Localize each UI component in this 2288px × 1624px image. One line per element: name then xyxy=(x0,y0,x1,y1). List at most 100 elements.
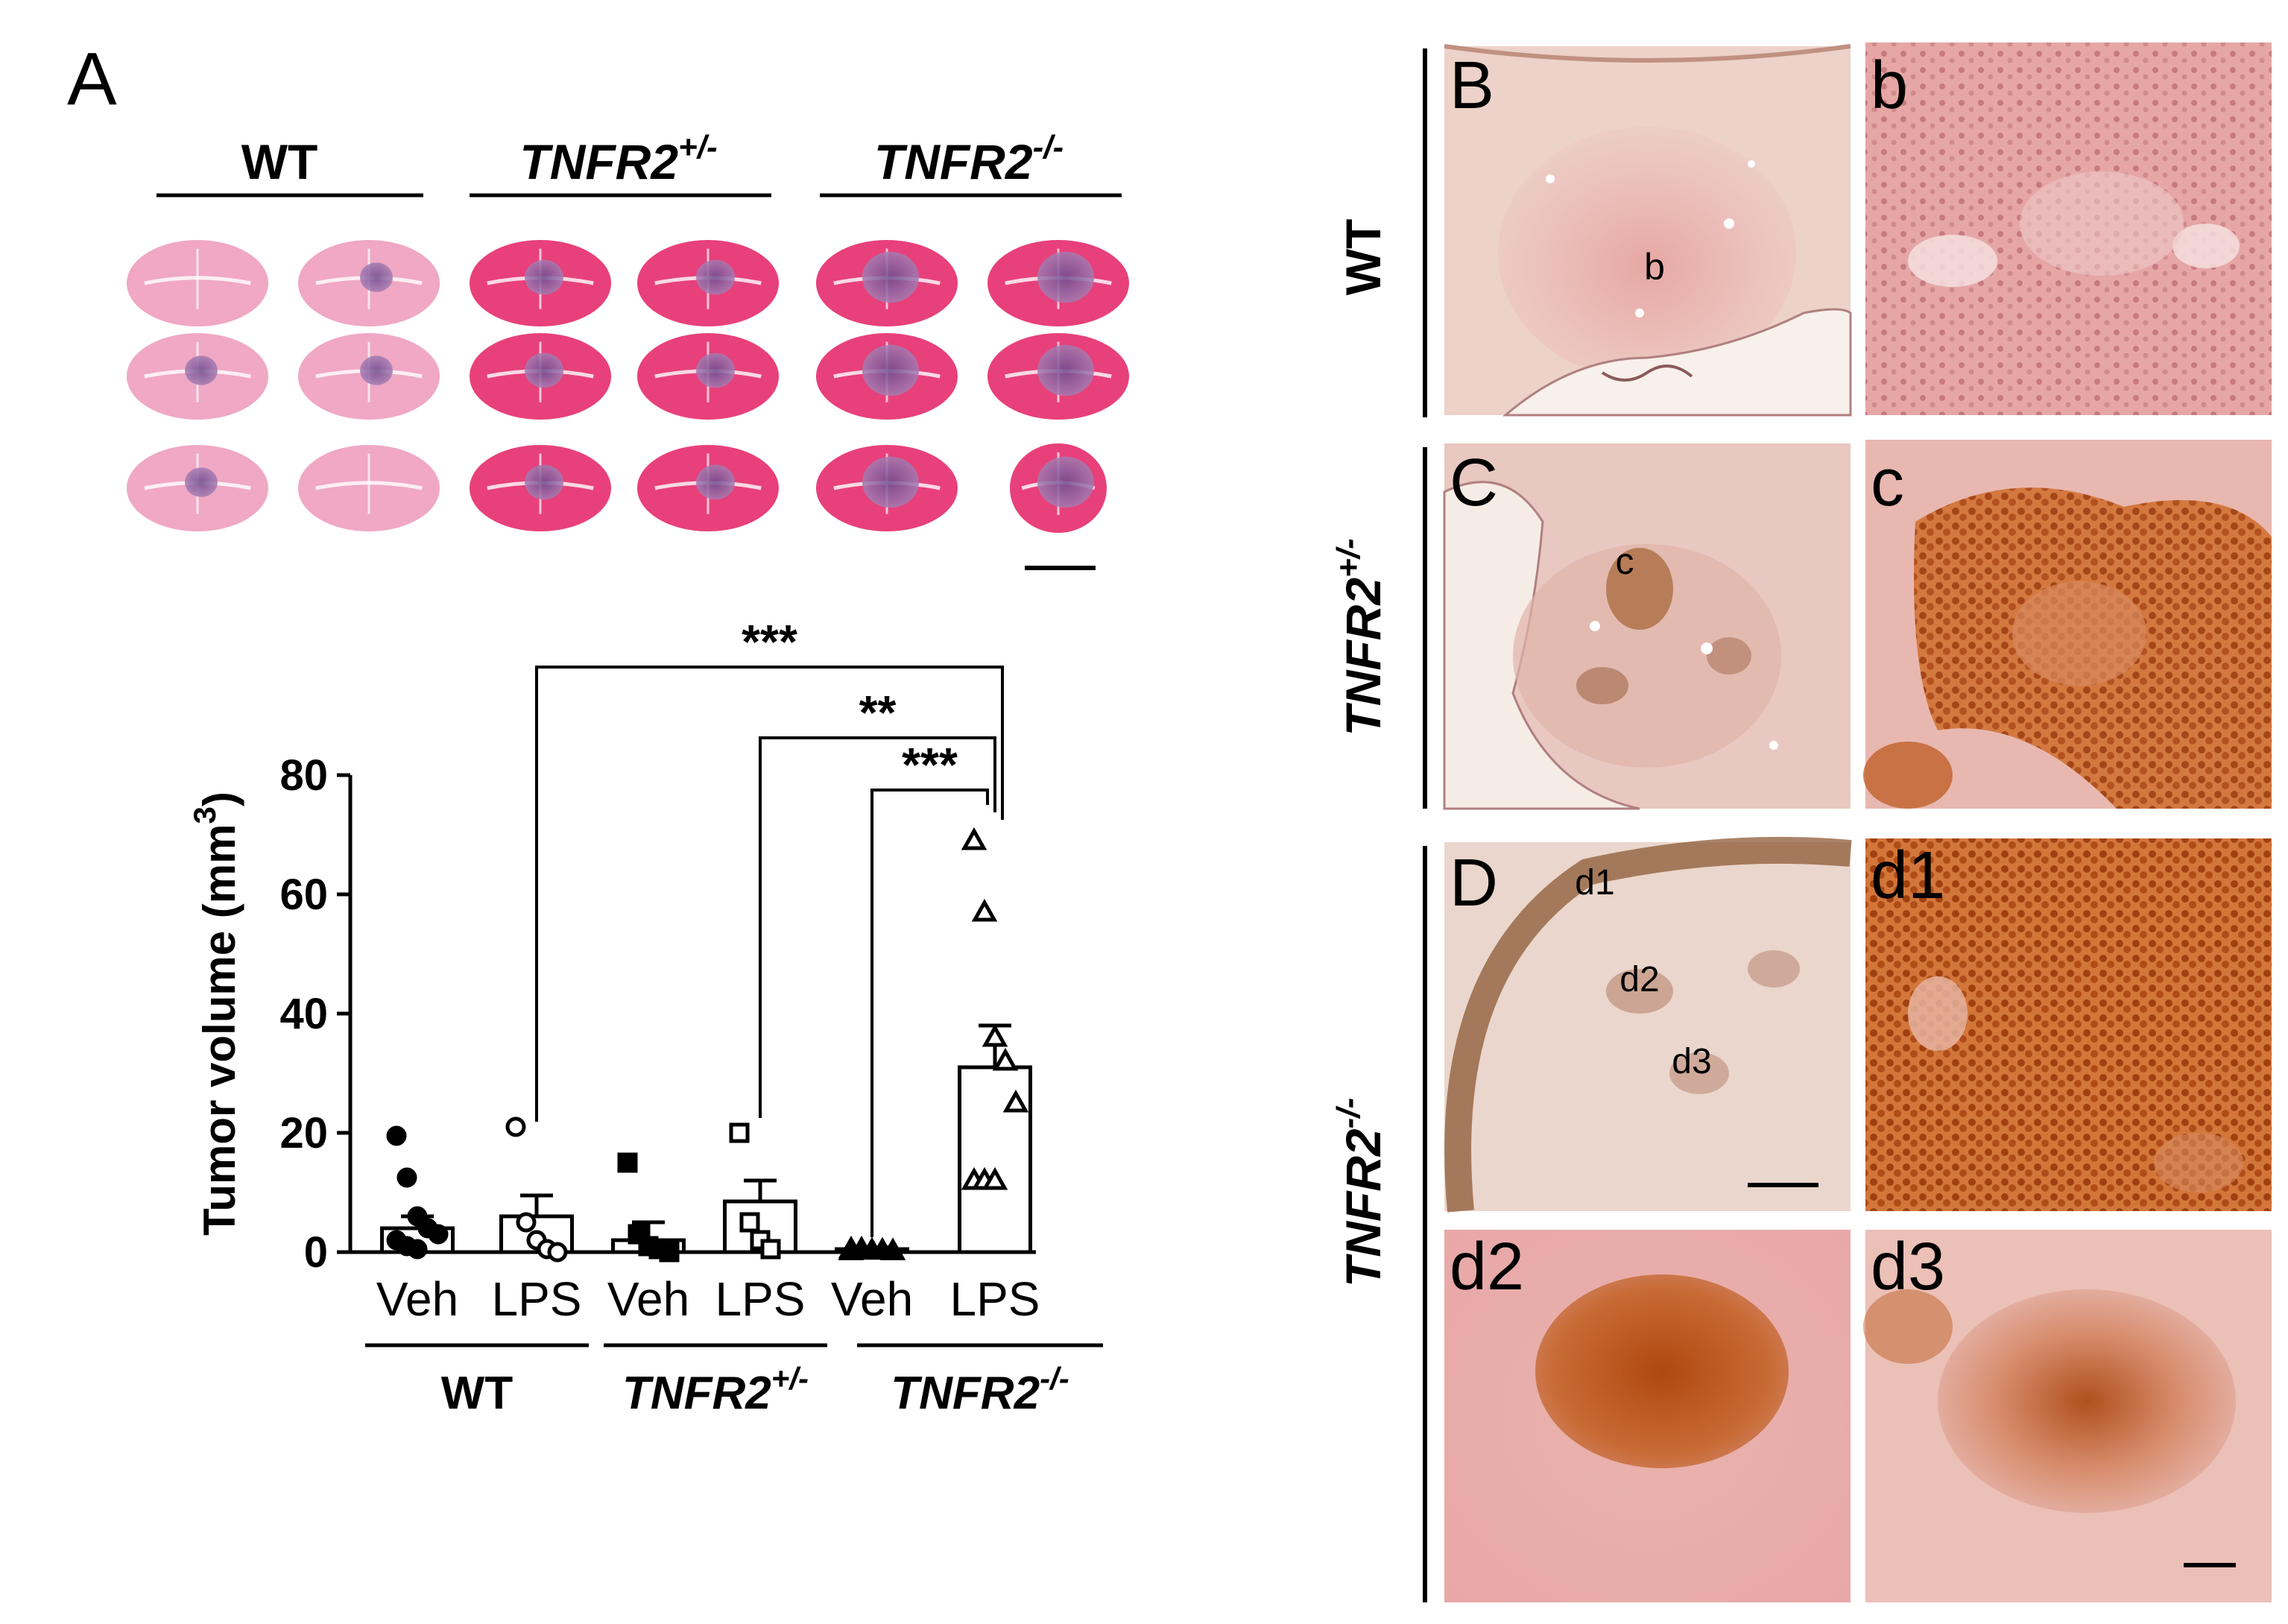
brain-section xyxy=(298,333,440,420)
data-point xyxy=(659,1242,680,1263)
brain-section xyxy=(127,240,268,326)
category-label: Veh xyxy=(376,1272,458,1326)
annotation-c: c xyxy=(1616,540,1634,582)
data-point xyxy=(407,1206,428,1227)
section-header-wt: WT xyxy=(157,134,423,198)
data-point xyxy=(982,1023,1008,1047)
data-point xyxy=(971,898,998,922)
group-label-base: TNFR2 xyxy=(622,1368,771,1419)
panel-label-b: b xyxy=(1871,48,1908,123)
data-point xyxy=(428,1224,449,1245)
brain-section xyxy=(470,240,611,326)
data-point xyxy=(396,1167,417,1188)
section-header-tnfr2-het: TNFR2+/- xyxy=(470,129,771,198)
row-label-tnfr2-het-base: TNFR2 xyxy=(1336,578,1391,736)
brain-section-grid xyxy=(127,240,1129,533)
panel-label-A: A xyxy=(67,37,117,121)
panel-label-d2: d2 xyxy=(1450,1230,1524,1304)
section-header-tnfr2-ko: TNFR2-/- xyxy=(820,129,1122,198)
data-point xyxy=(407,1239,428,1260)
row-label-wt: WT xyxy=(1336,219,1391,296)
bar-group xyxy=(499,1116,574,1263)
data-point xyxy=(386,1125,407,1146)
group-label-base: WT xyxy=(441,1368,513,1419)
annotation-b: b xyxy=(1644,246,1665,288)
row-label-tnfr2-het-sup: +/- xyxy=(1330,538,1367,578)
y-axis-label-base: Tumor volume (mm xyxy=(195,824,244,1236)
group-label: WT xyxy=(441,1368,513,1419)
data-point xyxy=(617,1152,638,1173)
data-point xyxy=(505,1116,526,1137)
panel-label-B: B xyxy=(1450,48,1494,123)
bar xyxy=(958,1065,1032,1254)
y-axis-label-sup: 3 xyxy=(187,806,222,824)
annotation-d3: d3 xyxy=(1672,1042,1711,1081)
micrograph-d2 xyxy=(1444,1230,1851,1602)
micrograph-d1 xyxy=(1865,838,2272,1211)
data-point xyxy=(516,1212,537,1233)
micrograph-D xyxy=(1444,836,1852,1213)
row-label-tnfr2-ko-base: TNFR2 xyxy=(1336,1128,1391,1287)
panel-label-D: D xyxy=(1450,846,1498,920)
panel-label-C: C xyxy=(1450,446,1498,520)
brain-section xyxy=(298,445,440,531)
brain-section xyxy=(637,333,779,420)
svg-text:TNFR2+/-: TNFR2+/- xyxy=(519,129,717,189)
group-label-sup: -/- xyxy=(1040,1361,1069,1396)
micrograph-d3 xyxy=(1863,1230,2272,1602)
brain-section xyxy=(470,445,611,531)
significance-bracket: *** xyxy=(535,615,1004,1122)
svg-text:TNFR2-/-: TNFR2-/- xyxy=(874,129,1064,189)
tumor-volume-chart: 0 20 40 60 80 Tumor volume (mm3) Veh LPS Veh LPS V… xyxy=(187,615,1103,1419)
section-header-tnfr2-ko-base: TNFR2 xyxy=(874,134,1033,189)
micrograph-C xyxy=(1443,443,1851,810)
brain-section xyxy=(637,240,779,326)
group-label-sup: +/- xyxy=(771,1361,809,1396)
category-label: Veh xyxy=(607,1272,689,1326)
row-label-tnfr2-het: TNFR2+/- xyxy=(1330,538,1391,736)
category-label: LPS xyxy=(950,1272,1040,1326)
row-label-tnfr2-ko-sup: -/- xyxy=(1330,1098,1367,1129)
data-point xyxy=(739,1212,760,1233)
data-point xyxy=(838,1237,865,1260)
data-point xyxy=(760,1239,781,1260)
micrograph-b xyxy=(1865,42,2272,415)
panel-label-d3: d3 xyxy=(1871,1230,1945,1304)
bar-group xyxy=(835,1235,909,1260)
brain-section xyxy=(470,333,611,420)
bar-group xyxy=(380,1125,455,1260)
brain-section xyxy=(298,240,440,326)
y-tick-label: 80 xyxy=(279,751,328,800)
brain-section xyxy=(816,333,958,420)
y-tick-label: 40 xyxy=(279,990,328,1038)
bar-group xyxy=(723,1122,797,1260)
brain-section xyxy=(987,240,1129,326)
significance-bracket: ** xyxy=(759,686,996,1118)
y-axis-label: Tumor volume (mm3) xyxy=(187,792,244,1236)
section-header-tnfr2-het-sup: +/- xyxy=(678,129,718,165)
micrograph-c xyxy=(1863,440,2272,809)
row-label-tnfr2-ko: TNFR2-/- xyxy=(1330,1098,1391,1287)
y-tick-label: 60 xyxy=(279,871,328,919)
bar-group xyxy=(611,1152,686,1263)
micrograph-B xyxy=(1444,44,1852,417)
data-point xyxy=(729,1122,750,1143)
bar-group xyxy=(958,827,1032,1254)
data-point xyxy=(879,1237,906,1260)
brain-section xyxy=(127,333,268,420)
brain-section xyxy=(127,445,268,531)
brain-section xyxy=(1010,443,1107,533)
data-point xyxy=(547,1242,568,1263)
annotation-d2: d2 xyxy=(1619,960,1659,999)
y-axis-label-close: ) xyxy=(195,792,244,806)
data-point xyxy=(982,1166,1008,1190)
section-header-tnfr2-het-base: TNFR2 xyxy=(519,134,678,189)
data-point xyxy=(961,827,987,850)
group-label: TNFR2-/- xyxy=(891,1361,1069,1419)
significance-bracket: *** xyxy=(870,738,989,1237)
annotation-d1: d1 xyxy=(1575,863,1614,903)
brain-section xyxy=(816,240,958,326)
brain-section xyxy=(816,445,958,531)
significance-label: ** xyxy=(859,686,897,739)
